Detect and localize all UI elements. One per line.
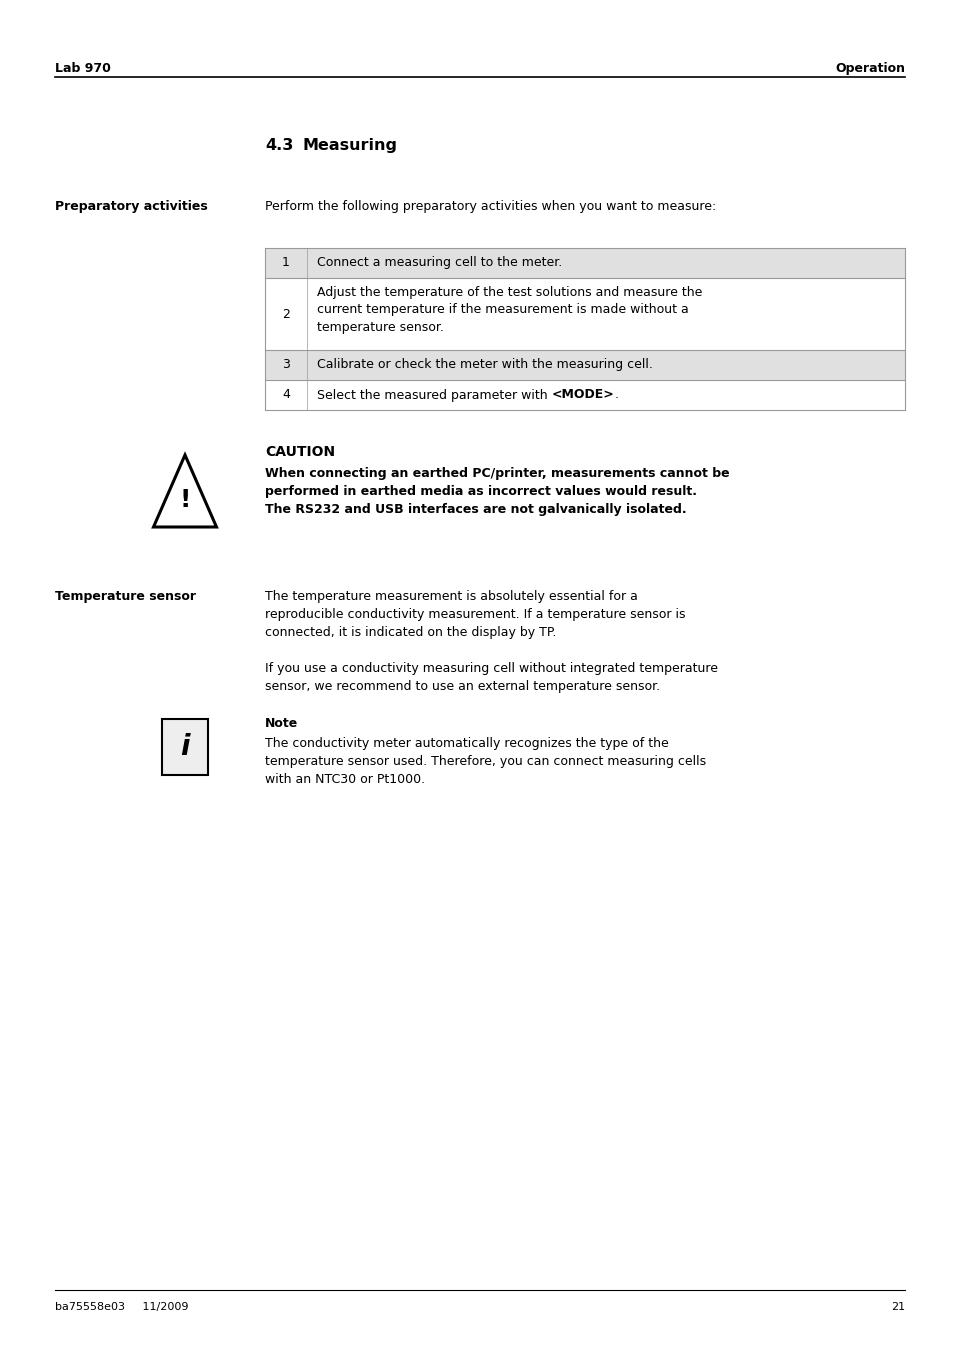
Text: <MODE>: <MODE> [551, 389, 614, 401]
Text: Temperature sensor: Temperature sensor [55, 590, 195, 603]
Text: Preparatory activities: Preparatory activities [55, 200, 208, 213]
Text: Measuring: Measuring [303, 138, 397, 153]
Text: i: i [180, 734, 190, 761]
Text: CAUTION: CAUTION [265, 444, 335, 459]
Text: Select the measured parameter with: Select the measured parameter with [316, 389, 551, 401]
Text: 4: 4 [282, 389, 290, 401]
Text: 21: 21 [890, 1302, 904, 1312]
Text: When connecting an earthed PC/printer, measurements cannot be
performed in earth: When connecting an earthed PC/printer, m… [265, 467, 729, 516]
Polygon shape [153, 455, 216, 527]
Text: 2: 2 [282, 308, 290, 320]
Text: Note: Note [265, 717, 298, 730]
Text: Calibrate or check the meter with the measuring cell.: Calibrate or check the meter with the me… [316, 358, 652, 372]
Text: The temperature measurement is absolutely essential for a
reproducible conductiv: The temperature measurement is absolutel… [265, 590, 685, 639]
Text: Lab 970: Lab 970 [55, 62, 111, 76]
Text: 4.3: 4.3 [265, 138, 294, 153]
Text: .: . [614, 389, 618, 401]
Text: Connect a measuring cell to the meter.: Connect a measuring cell to the meter. [316, 255, 561, 269]
Text: 1: 1 [282, 257, 290, 269]
Text: Adjust the temperature of the test solutions and measure the
current temperature: Adjust the temperature of the test solut… [316, 286, 701, 334]
Text: If you use a conductivity measuring cell without integrated temperature
sensor, : If you use a conductivity measuring cell… [265, 662, 718, 693]
Text: ba75558e03     11/2009: ba75558e03 11/2009 [55, 1302, 189, 1312]
Text: Perform the following preparatory activities when you want to measure:: Perform the following preparatory activi… [265, 200, 716, 213]
Bar [265, 249, 904, 278]
Text: !: ! [179, 488, 191, 512]
Bar [265, 350, 904, 380]
Text: 3: 3 [282, 358, 290, 372]
Bar [162, 719, 208, 775]
Text: Operation: Operation [834, 62, 904, 76]
Text: The conductivity meter automatically recognizes the type of the
temperature sens: The conductivity meter automatically rec… [265, 738, 705, 786]
